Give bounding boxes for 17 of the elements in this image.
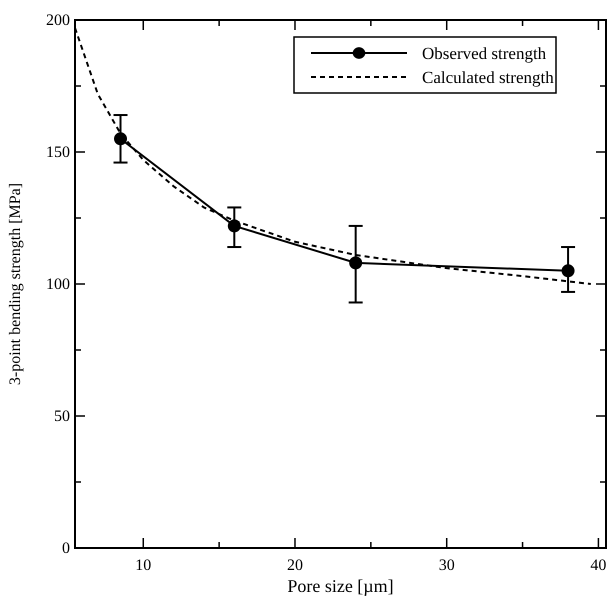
x-tick-label: 20 [286, 557, 303, 574]
legend: Observed strength Calculated strength [293, 36, 557, 94]
x-tick-label: 40 [590, 557, 606, 574]
x-axis-title: Pore size [µm] [287, 576, 394, 596]
x-tick-label: 10 [135, 557, 152, 574]
y-tick-label: 100 [46, 276, 70, 293]
y-tick-label: 0 [62, 540, 70, 557]
x-tick-label: 30 [438, 557, 455, 574]
legend-label: Observed strength [422, 44, 547, 63]
point [349, 256, 362, 270]
y-tick-label: 50 [54, 408, 70, 425]
y-axis-title: 3-point bending strength [MPa] [7, 182, 24, 386]
y-tick-label: 150 [46, 144, 70, 161]
point [114, 132, 128, 146]
point [228, 219, 241, 232]
y-tick-label: 200 [46, 12, 70, 29]
point [562, 264, 575, 278]
